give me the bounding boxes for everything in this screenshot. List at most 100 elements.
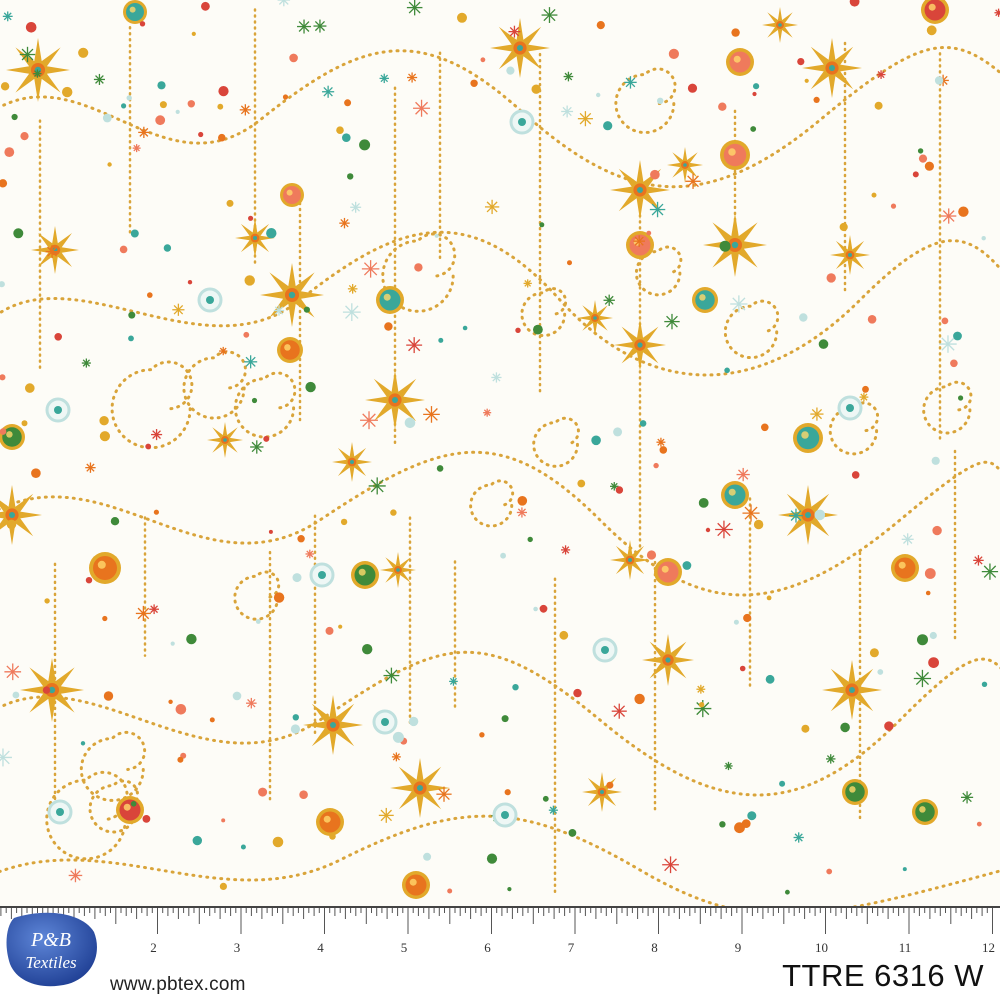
beaded-swirl <box>0 814 1000 906</box>
bead-dot <box>168 699 173 704</box>
sparkle-icon <box>563 71 574 82</box>
sparkle-icon <box>406 337 423 354</box>
sparkle-icon <box>244 355 258 369</box>
bead-dot <box>12 691 20 699</box>
sparkle-icon <box>342 303 361 322</box>
bead-dot <box>0 82 10 91</box>
bead-dot <box>719 240 731 252</box>
bead-dot <box>814 509 826 521</box>
bead-dot <box>559 630 569 640</box>
bead-dot <box>347 173 354 180</box>
bead-dot <box>438 337 444 343</box>
sparkle-icon <box>508 25 521 38</box>
ruler-label: 4 <box>317 940 324 955</box>
bead-dot <box>958 395 964 401</box>
bead-dot <box>862 385 869 393</box>
sparkle-icon <box>368 477 386 495</box>
bead-dot <box>217 103 224 110</box>
bead-dot <box>918 154 928 163</box>
bead-dot <box>705 527 711 533</box>
bead-dot <box>698 702 705 708</box>
bead-dot <box>747 811 757 821</box>
bead-dot <box>25 383 35 393</box>
jewel-ornament-icon <box>123 0 147 24</box>
bead-dot <box>958 206 969 217</box>
bead-dot <box>479 732 485 738</box>
bead-dot <box>826 868 833 875</box>
bead-dot <box>646 230 652 236</box>
bead-dot <box>4 147 15 158</box>
bead-dot <box>668 48 680 60</box>
sparkle-icon <box>313 19 327 33</box>
star-burst-icon <box>610 540 650 580</box>
bead-dot <box>639 420 647 427</box>
star-burst-icon <box>365 370 425 430</box>
beaded-curl <box>110 360 194 450</box>
sparkle-icon <box>736 467 750 482</box>
star-burst-icon <box>31 226 79 274</box>
bead-dot <box>486 853 498 864</box>
bead-dot <box>890 203 897 209</box>
bead-dot <box>981 236 986 241</box>
bead-dot <box>851 471 860 479</box>
bead-dot <box>657 97 664 105</box>
bead-dot <box>282 94 289 100</box>
bead-dot <box>941 317 949 325</box>
ruler-label: 10 <box>815 940 828 955</box>
bead-dot <box>869 648 879 658</box>
jewel-ornament-icon <box>277 337 303 363</box>
sparkle-icon <box>694 699 712 718</box>
star-burst-icon <box>260 263 324 327</box>
bead-dot <box>0 179 8 188</box>
sparkle-icon <box>973 555 984 566</box>
bead-dot <box>500 552 506 559</box>
sparkle-icon <box>491 372 502 383</box>
bead-dot <box>155 115 166 126</box>
sparkle-icon <box>379 73 389 84</box>
beaded-swirl <box>0 450 1000 597</box>
beaded-curl <box>723 299 780 360</box>
sparkle-icon <box>305 549 315 559</box>
bead-dot <box>779 780 786 787</box>
bead-dot <box>11 113 18 121</box>
sparkle-icon <box>172 303 185 316</box>
bead-dot <box>0 281 5 288</box>
bead-dot <box>244 275 255 286</box>
sparkle-icon <box>561 105 574 118</box>
star-burst-icon <box>762 7 798 43</box>
bead-dot <box>121 103 127 109</box>
sparkle-icon <box>560 545 571 555</box>
beaded-curl <box>922 380 973 435</box>
bead-dot <box>813 96 820 103</box>
ruler-label: 6 <box>484 940 491 955</box>
sparkle-icon <box>391 752 401 762</box>
bead-dot <box>187 100 195 108</box>
jewel-ornament-icon <box>921 0 949 24</box>
jewel-ornament-icon <box>316 808 344 836</box>
sparkle-icon <box>19 46 36 63</box>
bead-dot <box>80 741 86 746</box>
bead-dot <box>646 550 657 560</box>
bead-dot <box>292 573 302 583</box>
sparkle-icon <box>277 0 291 7</box>
sparkle-icon <box>68 868 83 883</box>
sparkle-icon <box>960 791 974 804</box>
bead-dot <box>390 509 397 516</box>
sparkle-icon <box>611 703 627 719</box>
bead-dot <box>384 322 393 331</box>
bead-dot <box>753 519 764 530</box>
bead-dot <box>159 101 167 109</box>
bead-dot <box>142 815 151 823</box>
beaded-swirl <box>0 650 1000 797</box>
sparkle-icon <box>577 111 593 127</box>
bead-dot <box>408 716 419 727</box>
ruler-label: 8 <box>651 940 658 955</box>
bead-dot <box>362 644 373 655</box>
bead-dot <box>739 665 746 672</box>
bead-dot <box>567 260 572 266</box>
sparkle-icon <box>662 856 679 874</box>
star-burst-icon <box>490 18 550 78</box>
bead-dot <box>186 633 197 645</box>
ring-ornament-icon <box>592 637 618 663</box>
bead-dot <box>251 397 258 404</box>
